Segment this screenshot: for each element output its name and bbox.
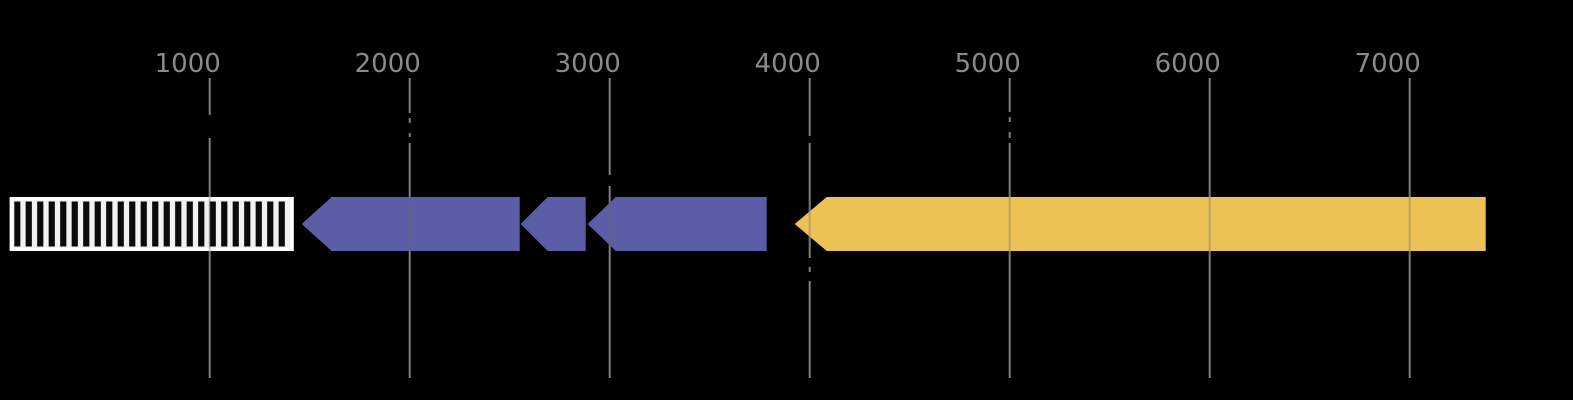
axis-tick-label: 3000 <box>555 49 621 79</box>
gridline-gap <box>207 115 212 138</box>
gridline-gap <box>807 136 812 143</box>
gridline-gap <box>407 137 412 143</box>
gridline-gap <box>607 175 612 186</box>
gridline-gap <box>1007 138 1012 143</box>
gridline-gap <box>807 272 812 281</box>
gridline-gap <box>407 113 412 118</box>
axis-tick-label: 4000 <box>755 49 821 79</box>
gene-arrow <box>520 197 586 251</box>
gridline-gap <box>807 258 812 267</box>
axis-tick-label: 6000 <box>1155 49 1221 79</box>
gridline-gap <box>407 123 412 133</box>
hatched-feature <box>9 197 294 251</box>
gene-arrow <box>587 197 767 251</box>
axis-tick-label: 7000 <box>1355 49 1421 79</box>
gene-arrow <box>301 197 520 251</box>
axis-tick-label: 5000 <box>955 49 1021 79</box>
gridline-gap <box>1007 122 1012 132</box>
axis-tick-label: 1000 <box>155 49 221 79</box>
gridline-gap <box>1007 112 1012 117</box>
gene-arrow <box>794 197 1486 251</box>
axis-tick-label: 2000 <box>355 49 421 79</box>
